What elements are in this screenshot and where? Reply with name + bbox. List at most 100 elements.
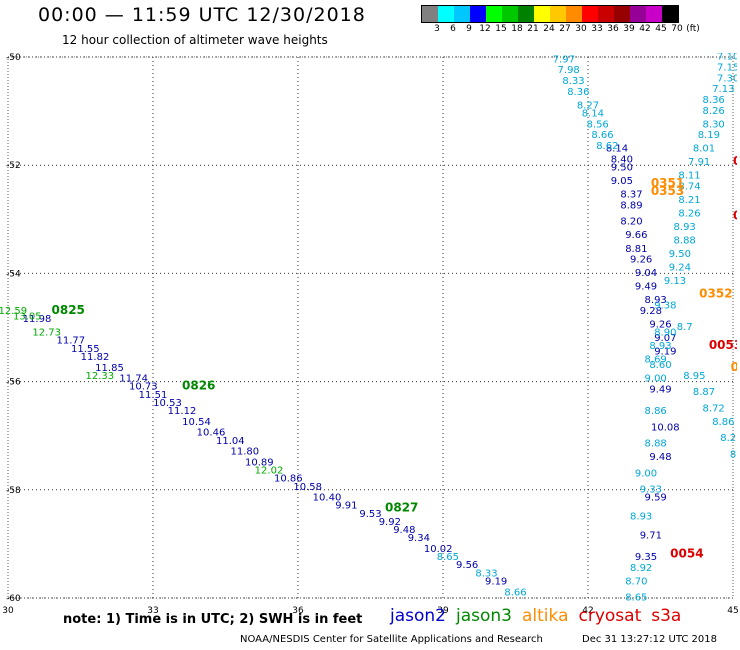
data-point-s3a: 9.00 [645,374,667,385]
data-point-jason2: 9.19 [654,347,676,358]
data-point-s3a: 8.86 [645,406,667,417]
satellite-legend-altika: altika [522,606,569,626]
legend-label: 45 [655,24,667,34]
data-point-jason2: 11.74 [119,374,148,385]
data-point-s3a: 8 [730,449,736,460]
legend-label: 30 [575,24,587,34]
legend-swatch [662,6,678,22]
legend-swatch [438,6,454,22]
data-point-jason2: 8.20 [620,217,642,228]
legend-label: 33 [591,24,603,34]
data-point-s3a: 8.19 [698,130,720,141]
data-point-jason2: 10.54 [182,417,211,428]
pass-time-label: 0353 [651,184,684,198]
satellite-legend: jason2 jason3 altika cryosat s3a [390,606,691,626]
data-point-s3a: 8.60 [649,360,671,371]
data-point-s3a: 8.95 [683,371,705,382]
data-point-jason2: 9.19 [485,576,507,587]
legend-swatch [550,6,566,22]
data-point-jason2: 11.82 [81,352,110,363]
data-point-jason2: 8.93 [645,295,667,306]
data-point-s3a: 8.88 [645,439,667,450]
data-point-jason2: 9.71 [640,530,662,541]
data-point-jason2: 8.89 [620,200,642,211]
data-point-s3a: 8.36 [567,87,589,98]
data-point-s3a: 9.38 [654,301,676,312]
data-point-jason2: 9.91 [335,501,357,512]
legend-label: 39 [623,24,635,34]
legend-swatch [422,6,438,22]
data-point-s3a: 8.72 [703,403,725,414]
data-point-s3a: 7.97 [553,54,575,65]
legend-label: 18 [511,24,523,34]
data-point-s3a: 8.27 [577,100,599,111]
color-scale-legend [421,5,679,23]
data-point-jason2: 10.02 [424,544,453,555]
data-point-jason2: 11.98 [23,314,52,325]
data-point-s3a: 8.86 [712,417,734,428]
legend-label: 21 [527,24,539,34]
data-point-s3a: 8.33 [475,568,497,579]
legend-swatch [534,6,550,22]
data-point-s3a: 9.13 [664,276,686,287]
legend-swatch [614,6,630,22]
data-point-s3a: 8.11 [678,171,700,182]
legend-label: 27 [559,24,571,34]
data-point-s3a: 9.24 [669,263,691,274]
data-point-jason2: 10.58 [293,482,322,493]
data-point-jason2: 11.51 [139,390,168,401]
data-point-jason2: 10.40 [313,493,342,504]
color-scale-labels: 3 6 9 12 15 18 21 24 27 30 33 36 39 42 45 70 (ft) [421,24,740,36]
data-point-s3a: 8.70 [625,576,647,587]
y-tick-label: -58 [6,486,21,496]
data-point-jason2: 9.56 [456,560,478,571]
data-point-jason2: 11.12 [168,406,197,417]
data-point-jason2: 11.77 [57,336,86,347]
data-point-s3a: 8.33 [562,76,584,87]
satellite-legend-jason3: jason3 [456,606,512,626]
data-point-s3a: 8.01 [693,144,715,155]
data-point-jason2: 11.80 [231,447,260,458]
data-point-s3a: 8.26 [678,209,700,220]
data-point-s3a: 8.36 [703,95,725,106]
pass-time-label: 0053 [709,338,740,352]
legend-swatch [646,6,662,22]
pass-time-label: 00 [733,208,740,222]
data-point-s3a: 8.65 [625,593,647,604]
legend-label: 9 [466,24,472,34]
pass-time-label: 0826 [182,379,215,393]
legend-swatch [454,6,470,22]
data-point-s3a: 7.91 [688,157,710,168]
note-text: note: 1) Time is in UTC; 2) SWH is in fe… [63,612,363,627]
data-point-jason2: 9.26 [630,255,652,266]
pass-time-label: 0 [731,360,739,374]
data-point-jason2: 9.05 [611,176,633,187]
data-point-jason3: 12.73 [32,328,61,339]
data-point-jason2: 9.26 [649,320,671,331]
data-point-jason2: 9.48 [649,452,671,463]
data-point-jason2: 9.35 [635,552,657,563]
legend-swatch [598,6,614,22]
data-point-s3a: 8.39 [524,601,546,612]
legend-label: 12 [479,24,491,34]
data-point-s3a: 9.00 [635,468,657,479]
legend-label: 42 [639,24,651,34]
legend-swatch [502,6,518,22]
data-point-jason2: 9.49 [635,282,657,293]
data-point-s3a: 8.21 [678,195,700,206]
legend-swatch [630,6,646,22]
data-point-s3a: 7.98 [558,65,580,76]
data-point-s3a: 8.88 [674,236,696,247]
legend-swatch [566,6,582,22]
data-point-s3a: 7.13 [712,84,734,95]
x-tick-label: 33 [147,606,158,616]
x-tick-label: 45 [727,606,738,616]
plot-area: 11.98 11.7711.5511.8211.8511.7410.7311.51… [0,53,740,612]
footer-credit: NOAA/NESDIS Center for Satellite Applica… [240,634,543,645]
data-point-jason2: 9.66 [625,230,647,241]
data-point-s3a: 8.90 [654,328,676,339]
satellite-legend-jason2: jason2 [390,606,446,626]
y-tick-label: -60 [6,594,21,604]
data-point-jason3: 12.33 [86,371,115,382]
